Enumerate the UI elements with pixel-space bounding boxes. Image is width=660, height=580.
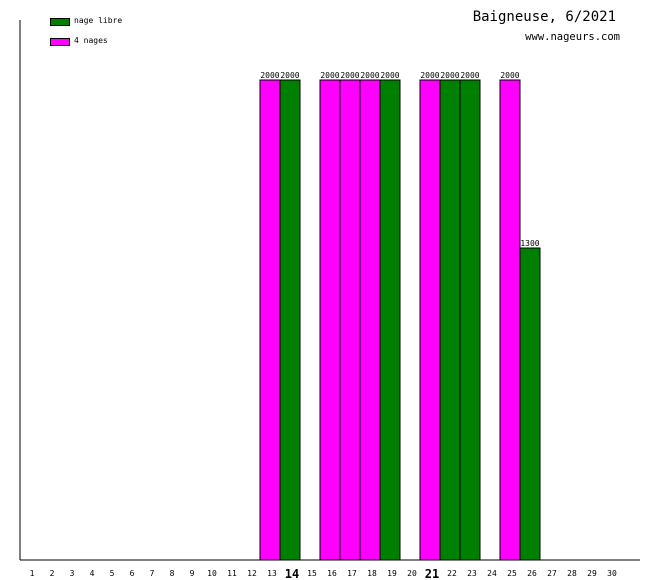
x-tick-label-20: 20 (407, 569, 417, 578)
x-tick-label-2: 2 (50, 569, 55, 578)
x-tick-label-25: 25 (507, 569, 517, 578)
x-tick-label-18: 18 (367, 569, 377, 578)
bar-day-21 (419, 79, 441, 561)
x-tick-labels-group: 1 2 3 4 5 6 7 8 9 10 11 12 13 14 15 16 17 18 19 20 21 22 23 24 2… (30, 567, 617, 580)
x-tick-label-28: 28 (567, 569, 577, 578)
value-label-day-18: 2000 (360, 71, 379, 80)
value-label-day-13: 2000 (260, 71, 279, 80)
x-tick-label-12: 12 (247, 569, 257, 578)
x-tick-label-17: 17 (347, 569, 357, 578)
bar-day-19 (379, 79, 401, 561)
chart-title: Baigneuse, 6/2021 (472, 9, 616, 25)
x-tick-label-16: 16 (327, 569, 337, 578)
x-tick-label-15: 15 (307, 569, 317, 578)
x-tick-label-11: 11 (227, 569, 237, 578)
value-label-day-14: 2000 (280, 71, 299, 80)
x-tick-label-19: 19 (387, 569, 397, 578)
x-tick-label-4: 4 (90, 569, 95, 578)
bar-day-26 (519, 247, 541, 561)
bar-day-23 (459, 79, 481, 561)
value-label-day-19: 2000 (380, 71, 399, 80)
x-tick-label-5: 5 (110, 569, 115, 578)
x-tick-label-9: 9 (190, 569, 195, 578)
legend-swatch-nage-libre (50, 18, 70, 26)
x-tick-label-27: 27 (547, 569, 557, 578)
value-label-day-25: 2000 (500, 71, 519, 80)
value-label-day-16: 2000 (320, 71, 339, 80)
x-tick-label-8: 8 (170, 569, 175, 578)
bar-day-14 (279, 79, 301, 561)
x-tick-label-30: 30 (607, 569, 617, 578)
legend-label-nage-libre: nage libre (74, 16, 123, 25)
x-tick-label-13: 13 (267, 569, 277, 578)
value-label-day-23: 2000 (460, 71, 479, 80)
x-tick-label-22: 22 (447, 569, 457, 578)
bars-group (259, 79, 541, 561)
x-tick-label-23: 23 (467, 569, 477, 578)
value-label-day-22: 2000 (440, 71, 459, 80)
x-tick-label-29: 29 (587, 569, 597, 578)
legend-label-4-nages: 4 nages (74, 36, 108, 45)
x-tick-label-14: 14 (285, 567, 299, 580)
bar-day-17 (339, 79, 361, 561)
value-labels-group: 2000 2000 2000 2000 2000 2000 2000 2000 2000 2000… (260, 71, 539, 248)
value-label-day-17: 2000 (340, 71, 359, 80)
value-label-day-21: 2000 (420, 71, 439, 80)
x-tick-label-7: 7 (150, 569, 155, 578)
bar-day-13 (259, 79, 281, 561)
x-tick-label-24: 24 (487, 569, 497, 578)
bar-day-25 (499, 79, 521, 561)
x-tick-label-10: 10 (207, 569, 217, 578)
chart-subtitle: www.nageurs.com (525, 31, 620, 43)
legend-swatch-4-nages (50, 38, 70, 46)
bar-day-18 (359, 79, 381, 561)
value-label-day-26: 1300 (520, 239, 539, 248)
bar-day-22 (439, 79, 461, 561)
x-tick-label-1: 1 (30, 569, 35, 578)
x-tick-label-21: 21 (425, 567, 439, 580)
bar-day-16 (319, 79, 341, 561)
x-tick-label-26: 26 (527, 569, 537, 578)
x-tick-label-3: 3 (70, 569, 75, 578)
x-tick-label-6: 6 (130, 569, 135, 578)
